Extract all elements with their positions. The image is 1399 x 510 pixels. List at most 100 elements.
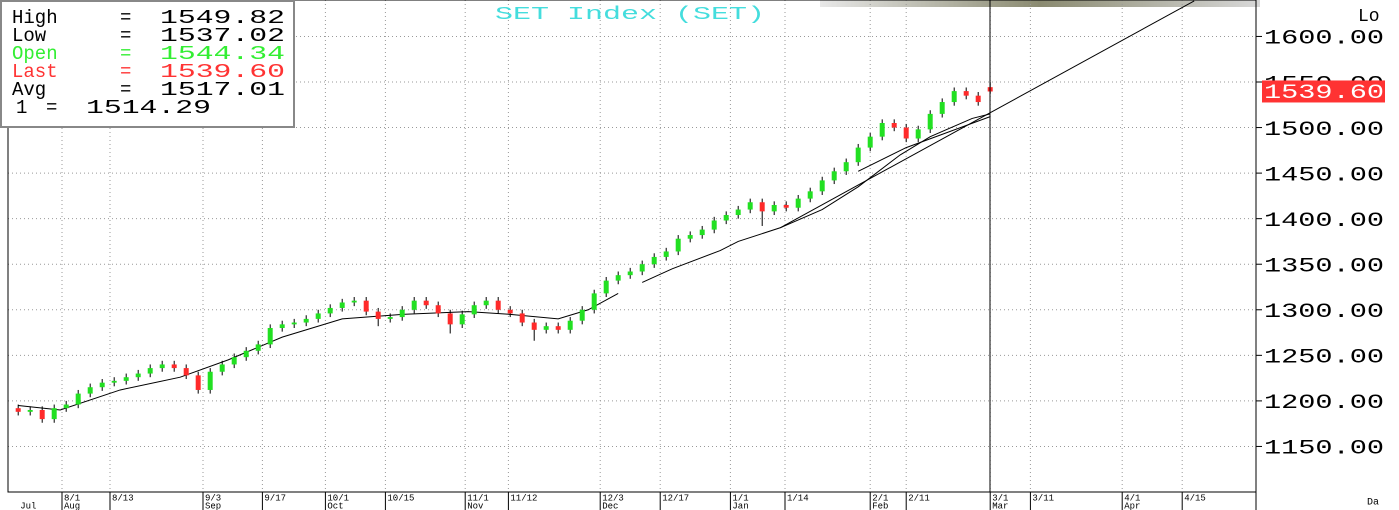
- candle-body: [280, 324, 285, 328]
- candle-body: [556, 326, 561, 330]
- candle-body: [688, 235, 693, 239]
- candle-body: [808, 191, 813, 198]
- x-tick-label: 3/11: [1032, 493, 1054, 503]
- candle-body: [592, 293, 597, 309]
- candle-body: [448, 313, 453, 324]
- candle-body: [316, 313, 321, 318]
- candle-body: [160, 364, 165, 368]
- candle-body: [700, 230, 705, 235]
- candle-body: [40, 410, 45, 419]
- y-tick-label: 1500.00: [1264, 119, 1384, 142]
- candle-body: [664, 251, 669, 256]
- month-label: Jan: [732, 501, 748, 510]
- candle-body: [304, 319, 309, 323]
- candle-body: [868, 137, 873, 148]
- x-tick-label: 11/12: [510, 493, 537, 503]
- candle-body: [844, 162, 849, 171]
- readout-value: 1514.29: [86, 97, 211, 119]
- candle-body: [256, 344, 261, 350]
- month-label: Aug: [64, 501, 80, 510]
- candle-body: [88, 387, 93, 393]
- month-label: Apr: [1124, 501, 1140, 510]
- candle-body: [880, 123, 885, 137]
- candle-body: [772, 205, 777, 211]
- x-tick-label: 2/11: [908, 493, 930, 503]
- x-tick-label: 8/13: [112, 493, 134, 503]
- candle-body: [292, 323, 297, 325]
- chart-window: Lo Da SET Index (SET) High=1549.82Low=15…: [0, 0, 1399, 510]
- candle-body: [748, 202, 753, 209]
- candle-body: [724, 215, 729, 220]
- y-tick-label: 1150.00: [1264, 438, 1384, 461]
- x-tick-label: 12/17: [662, 493, 689, 503]
- x-tick-label: 10/15: [387, 493, 414, 503]
- candle-body: [376, 312, 381, 319]
- month-label: Sep: [205, 501, 221, 510]
- candle-body: [820, 180, 825, 191]
- candle-body: [736, 210, 741, 215]
- candle-body: [352, 301, 357, 303]
- candle-body: [532, 323, 537, 330]
- candle-body: [52, 408, 57, 419]
- date-label: Da: [1367, 498, 1379, 509]
- candle-body: [16, 408, 21, 412]
- readout-label: 1: [16, 97, 27, 119]
- candle-body: [148, 368, 153, 373]
- candle-body: [940, 102, 945, 114]
- month-label: Jul: [20, 501, 36, 510]
- candle-body: [832, 171, 837, 180]
- readout-box: High=1549.82Low=1537.02Open=1544.34Last=…: [1, 1, 294, 127]
- x-tick-label: 1/14: [787, 493, 809, 503]
- candle-body: [640, 264, 645, 271]
- chart-title: SET Index (SET): [495, 5, 765, 25]
- candle-body: [136, 374, 141, 378]
- candle-body: [652, 257, 657, 264]
- candle-body: [112, 381, 117, 383]
- candle-body: [928, 114, 933, 129]
- candle-body: [208, 372, 213, 390]
- candle-body: [760, 202, 765, 211]
- candle-body: [100, 383, 105, 388]
- candle-body: [64, 405, 69, 409]
- last-price-label: 1539.60: [1264, 82, 1384, 105]
- candle-body: [484, 301, 489, 306]
- month-label: Oct: [327, 501, 343, 510]
- candle-body: [904, 128, 909, 139]
- x-tick-label: 4/15: [1184, 493, 1206, 503]
- candle-body: [400, 310, 405, 317]
- y-tick-label: 1400.00: [1264, 210, 1384, 233]
- candle-body: [976, 96, 981, 102]
- candle-body: [796, 199, 801, 208]
- y-tick-label: 1250.00: [1264, 347, 1384, 370]
- candle-body: [244, 351, 249, 357]
- scale-label: Lo: [1358, 7, 1380, 27]
- candle-body: [460, 314, 465, 324]
- month-label: Mar: [992, 501, 1008, 510]
- candle-body: [232, 357, 237, 364]
- candle-body: [436, 305, 441, 313]
- month-label: Nov: [467, 501, 484, 510]
- y-tick-label: 1350.00: [1264, 256, 1384, 279]
- candle-body: [424, 301, 429, 306]
- candle-body: [172, 364, 177, 368]
- y-tick-label: 1450.00: [1264, 164, 1384, 187]
- candle-body: [952, 91, 957, 102]
- candle-body: [472, 305, 477, 314]
- candle-body: [568, 321, 573, 330]
- candle-body: [712, 220, 717, 229]
- candle-body: [616, 275, 621, 280]
- candle-body: [784, 205, 789, 208]
- candle-body: [892, 123, 897, 128]
- candle-body: [76, 394, 81, 405]
- candle-body: [964, 91, 969, 96]
- candle-body: [496, 301, 501, 310]
- candle-body: [604, 281, 609, 294]
- candle-body: [340, 302, 345, 307]
- candle-body: [124, 377, 129, 381]
- x-tick-label: 9/17: [264, 493, 286, 503]
- candle-body: [28, 410, 33, 412]
- y-tick-label: 1600.00: [1264, 28, 1384, 51]
- candle-body: [508, 310, 513, 314]
- y-tick-label: 1200.00: [1264, 392, 1384, 415]
- candle-body: [184, 368, 189, 375]
